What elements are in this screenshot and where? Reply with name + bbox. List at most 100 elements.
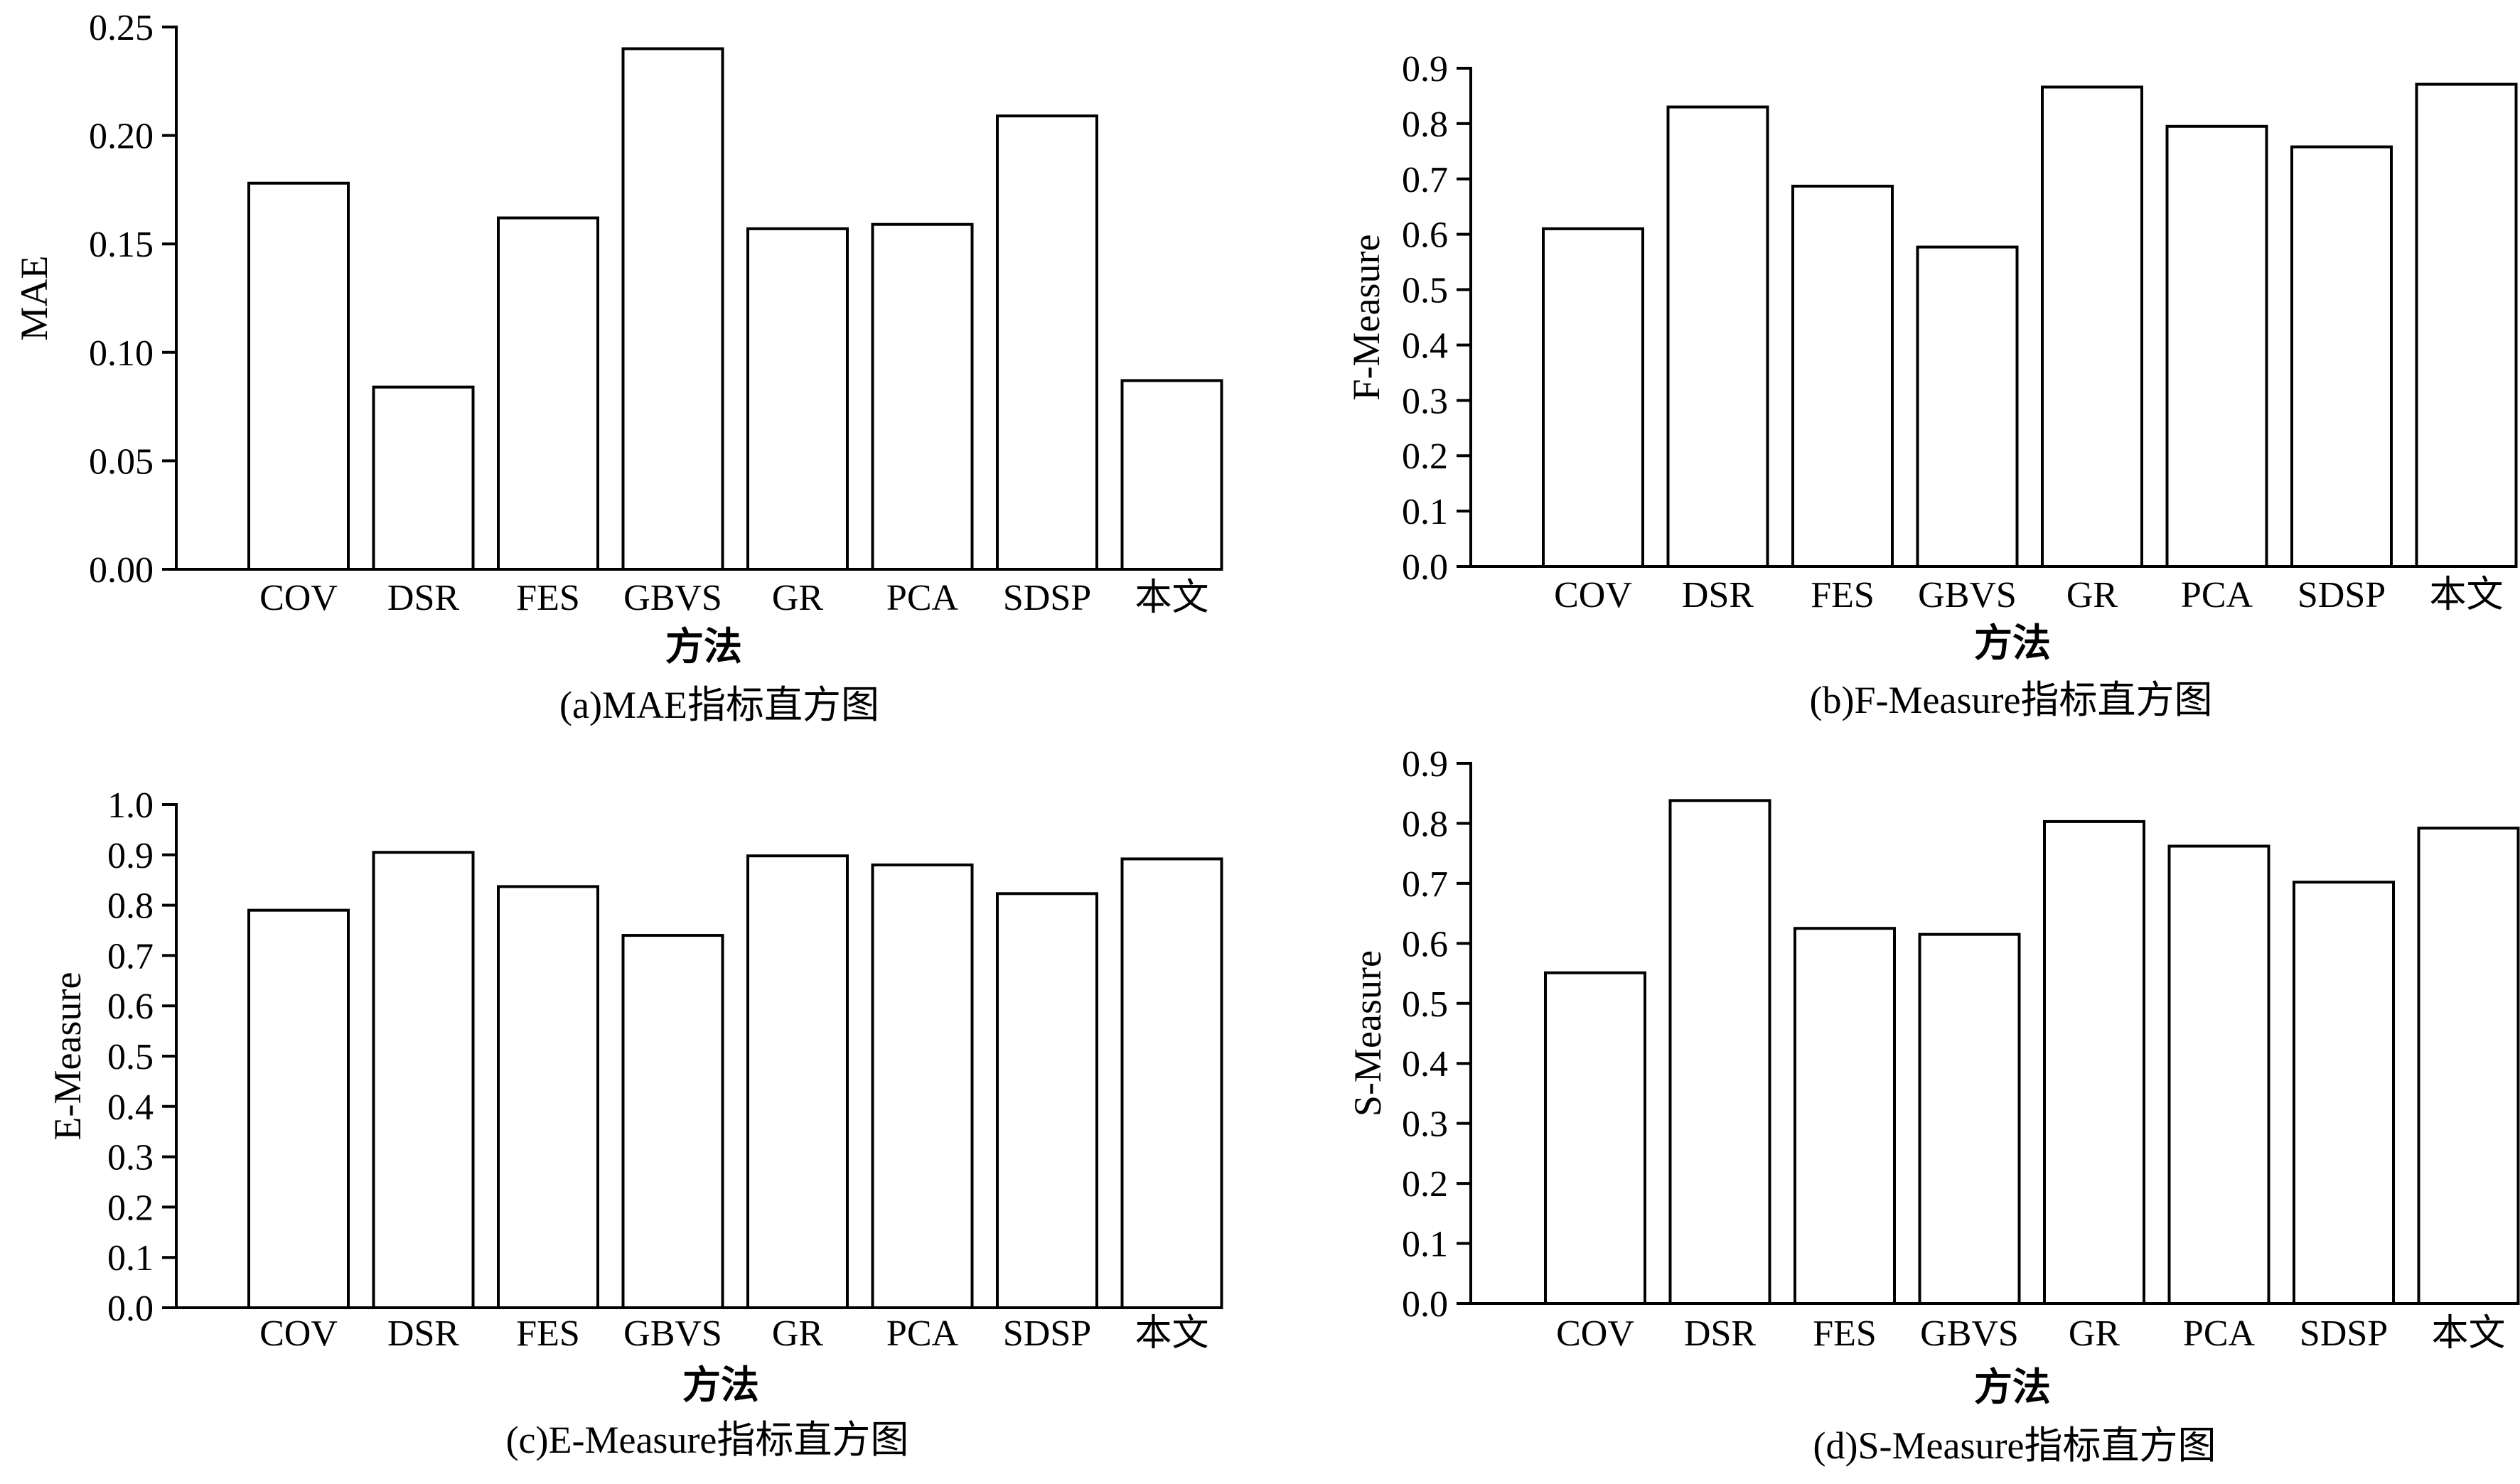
y-tick-label: 0.20 [89, 117, 154, 157]
bar-dsr [372, 851, 475, 1309]
bar-gr [746, 227, 849, 571]
y-tick-label: 0.7 [107, 936, 154, 977]
bar-sdsp [2293, 881, 2395, 1305]
x-tick-label-group: COV DSR FES GBVS GR PCA SDSP 本文 [259, 578, 1208, 618]
y-tick-label: 0.0 [1402, 547, 1448, 588]
x-tick-label: GR [772, 578, 824, 618]
x-axis-title: 方法 [1974, 1366, 2051, 1409]
bar-group [247, 47, 1223, 571]
x-tick-label: SDSP [1003, 578, 1091, 618]
y-tick-label: 0.6 [107, 986, 154, 1027]
x-tick-label: 本文 [2431, 1313, 2505, 1354]
y-tick-label: 0.05 [89, 441, 154, 482]
bar-group [247, 851, 1223, 1310]
bar-cov [1542, 227, 1644, 568]
y-tick-label: 0.4 [107, 1087, 154, 1128]
bar-sdsp [996, 892, 1098, 1310]
y-tick-label: 0.00 [89, 550, 154, 591]
x-tick-label: GR [2069, 1313, 2120, 1354]
bar-pca [871, 863, 974, 1309]
y-axis-title: S-Measure [1346, 950, 1389, 1117]
y-tick-label: 0.9 [1402, 49, 1448, 90]
y-tick-label: 0.3 [1402, 1104, 1448, 1145]
x-tick-label-group: COV DSR FES GBVS GR PCA SDSP 本文 [1556, 1313, 2505, 1354]
y-tick-label: 0.2 [1402, 436, 1448, 477]
bar-gbvs [1916, 245, 2019, 568]
y-tick-label: 0.8 [107, 886, 154, 927]
x-tick-label: COV [259, 1313, 338, 1354]
chart-caption: (c)E-Measure指标直方图 [506, 1419, 909, 1461]
y-tick-label: 0.0 [1402, 1284, 1448, 1325]
x-tick-label: GBVS [1920, 1313, 2019, 1354]
bar-sdsp [996, 114, 1098, 571]
x-tick-label: 本文 [1135, 578, 1208, 618]
y-tick-label: 0.7 [1402, 864, 1448, 905]
y-tick-label: 0.7 [1402, 160, 1448, 200]
x-tick-label: PCA [2181, 575, 2253, 615]
x-tick-label: FES [516, 1313, 580, 1354]
x-tick-label: COV [1554, 575, 1632, 615]
x-tick-label: FES [1813, 1313, 1877, 1354]
chart-caption: (d)S-Measure指标直方图 [1813, 1424, 2216, 1467]
x-tick-label: 本文 [1135, 1313, 1208, 1354]
bar-group [1542, 82, 2518, 569]
y-tick-group: 0.0 0.1 0.2 0.3 0.4 0.5 0.6 0.7 0.8 0.9 [1402, 744, 1471, 1325]
y-tick-label: 0.2 [107, 1188, 154, 1228]
bar-cov [247, 181, 350, 571]
bar-dsr [1666, 105, 1769, 568]
chart-panel-f-measure: 0.0 0.1 0.2 0.3 0.4 0.5 0.6 0.7 0.8 0.9 COV DSR FES… [1345, 49, 2518, 721]
bar-cov [247, 908, 350, 1310]
y-tick-label: 0.6 [1402, 924, 1448, 964]
bar-group [1544, 799, 2520, 1306]
x-tick-label: FES [1811, 575, 1875, 615]
x-tick-label: FES [516, 578, 580, 618]
y-axis-title: F-Measure [1345, 235, 1388, 401]
y-tick-group: 0.0 0.1 0.2 0.3 0.4 0.5 0.6 0.7 0.8 0.9 [1402, 49, 1471, 588]
x-tick-label: PCA [886, 578, 959, 618]
y-tick-label: 0.9 [107, 836, 154, 876]
y-tick-label: 0.2 [1402, 1164, 1448, 1205]
y-axis-title: MAE [13, 256, 55, 341]
y-tick-label: 0.8 [1402, 804, 1448, 844]
bar-本文 [1120, 379, 1223, 571]
y-tick-label: 0.1 [1402, 1225, 1448, 1265]
x-tick-label: PCA [886, 1313, 959, 1354]
y-tick-label: 0.0 [107, 1289, 154, 1329]
x-tick-label: DSR [387, 578, 459, 618]
y-tick-label: 0.1 [107, 1238, 154, 1279]
chart-panel-mae: 0.00 0.05 0.10 0.15 0.20 0.25 COV DSR FES GBVS GR… [13, 8, 1223, 726]
bar-本文 [2417, 827, 2520, 1305]
chart-caption: (a)MAE指标直方图 [559, 684, 879, 726]
y-tick-label: 0.10 [89, 333, 154, 374]
bar-gr [2041, 85, 2143, 568]
y-tick-label: 0.8 [1402, 104, 1448, 145]
x-tick-label: SDSP [1003, 1313, 1091, 1354]
bar-pca [2167, 844, 2270, 1305]
y-tick-label: 0.5 [1402, 984, 1448, 1025]
x-tick-label: COV [1556, 1313, 1634, 1354]
y-tick-group: 0.00 0.05 0.10 0.15 0.20 0.25 [89, 8, 176, 591]
bar-gbvs [621, 934, 724, 1309]
bar-本文 [2415, 82, 2518, 569]
chart-panel-e-measure: 0.0 0.1 0.2 0.3 0.4 0.5 0.6 0.7 0.8 0.9 1.0 COV DSR… [46, 785, 1223, 1461]
bar-fes [497, 885, 599, 1310]
bar-gbvs [1918, 932, 2021, 1305]
x-tick-label: GBVS [1918, 575, 2017, 615]
x-axis-title: 方法 [682, 1364, 759, 1407]
x-tick-label: SDSP [2300, 1313, 2388, 1354]
x-tick-label: GR [772, 1313, 824, 1354]
x-axis-title: 方法 [1974, 622, 2051, 665]
y-tick-label: 0.4 [1402, 326, 1448, 366]
x-tick-label: COV [259, 578, 338, 618]
x-tick-label-group: COV DSR FES GBVS GR PCA SDSP 本文 [1554, 575, 2503, 615]
y-tick-label: 0.4 [1402, 1044, 1448, 1085]
bar-cov [1544, 971, 1646, 1305]
bar-pca [871, 222, 974, 571]
y-tick-label: 0.9 [1402, 744, 1448, 785]
x-tick-label: SDSP [2298, 575, 2386, 615]
bar-gr [2043, 819, 2145, 1305]
x-tick-label-group: COV DSR FES GBVS GR PCA SDSP 本文 [259, 1313, 1208, 1354]
y-tick-label: 0.5 [107, 1037, 154, 1077]
bar-fes [497, 216, 599, 571]
